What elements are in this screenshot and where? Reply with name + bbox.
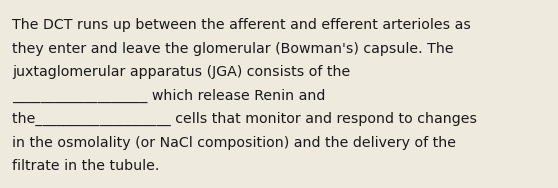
Text: filtrate in the tubule.: filtrate in the tubule.	[12, 159, 160, 173]
Text: ___________________ which release Renin and: ___________________ which release Renin …	[12, 89, 325, 103]
Text: they enter and leave the glomerular (Bowman's) capsule. The: they enter and leave the glomerular (Bow…	[12, 42, 454, 55]
Text: The DCT runs up between the afferent and efferent arterioles as: The DCT runs up between the afferent and…	[12, 18, 471, 32]
Text: juxtaglomerular apparatus (JGA) consists of the: juxtaglomerular apparatus (JGA) consists…	[12, 65, 350, 79]
Text: the___________________ cells that monitor and respond to changes: the___________________ cells that monito…	[12, 112, 477, 126]
Text: in the osmolality (or NaCl composition) and the delivery of the: in the osmolality (or NaCl composition) …	[12, 136, 456, 149]
